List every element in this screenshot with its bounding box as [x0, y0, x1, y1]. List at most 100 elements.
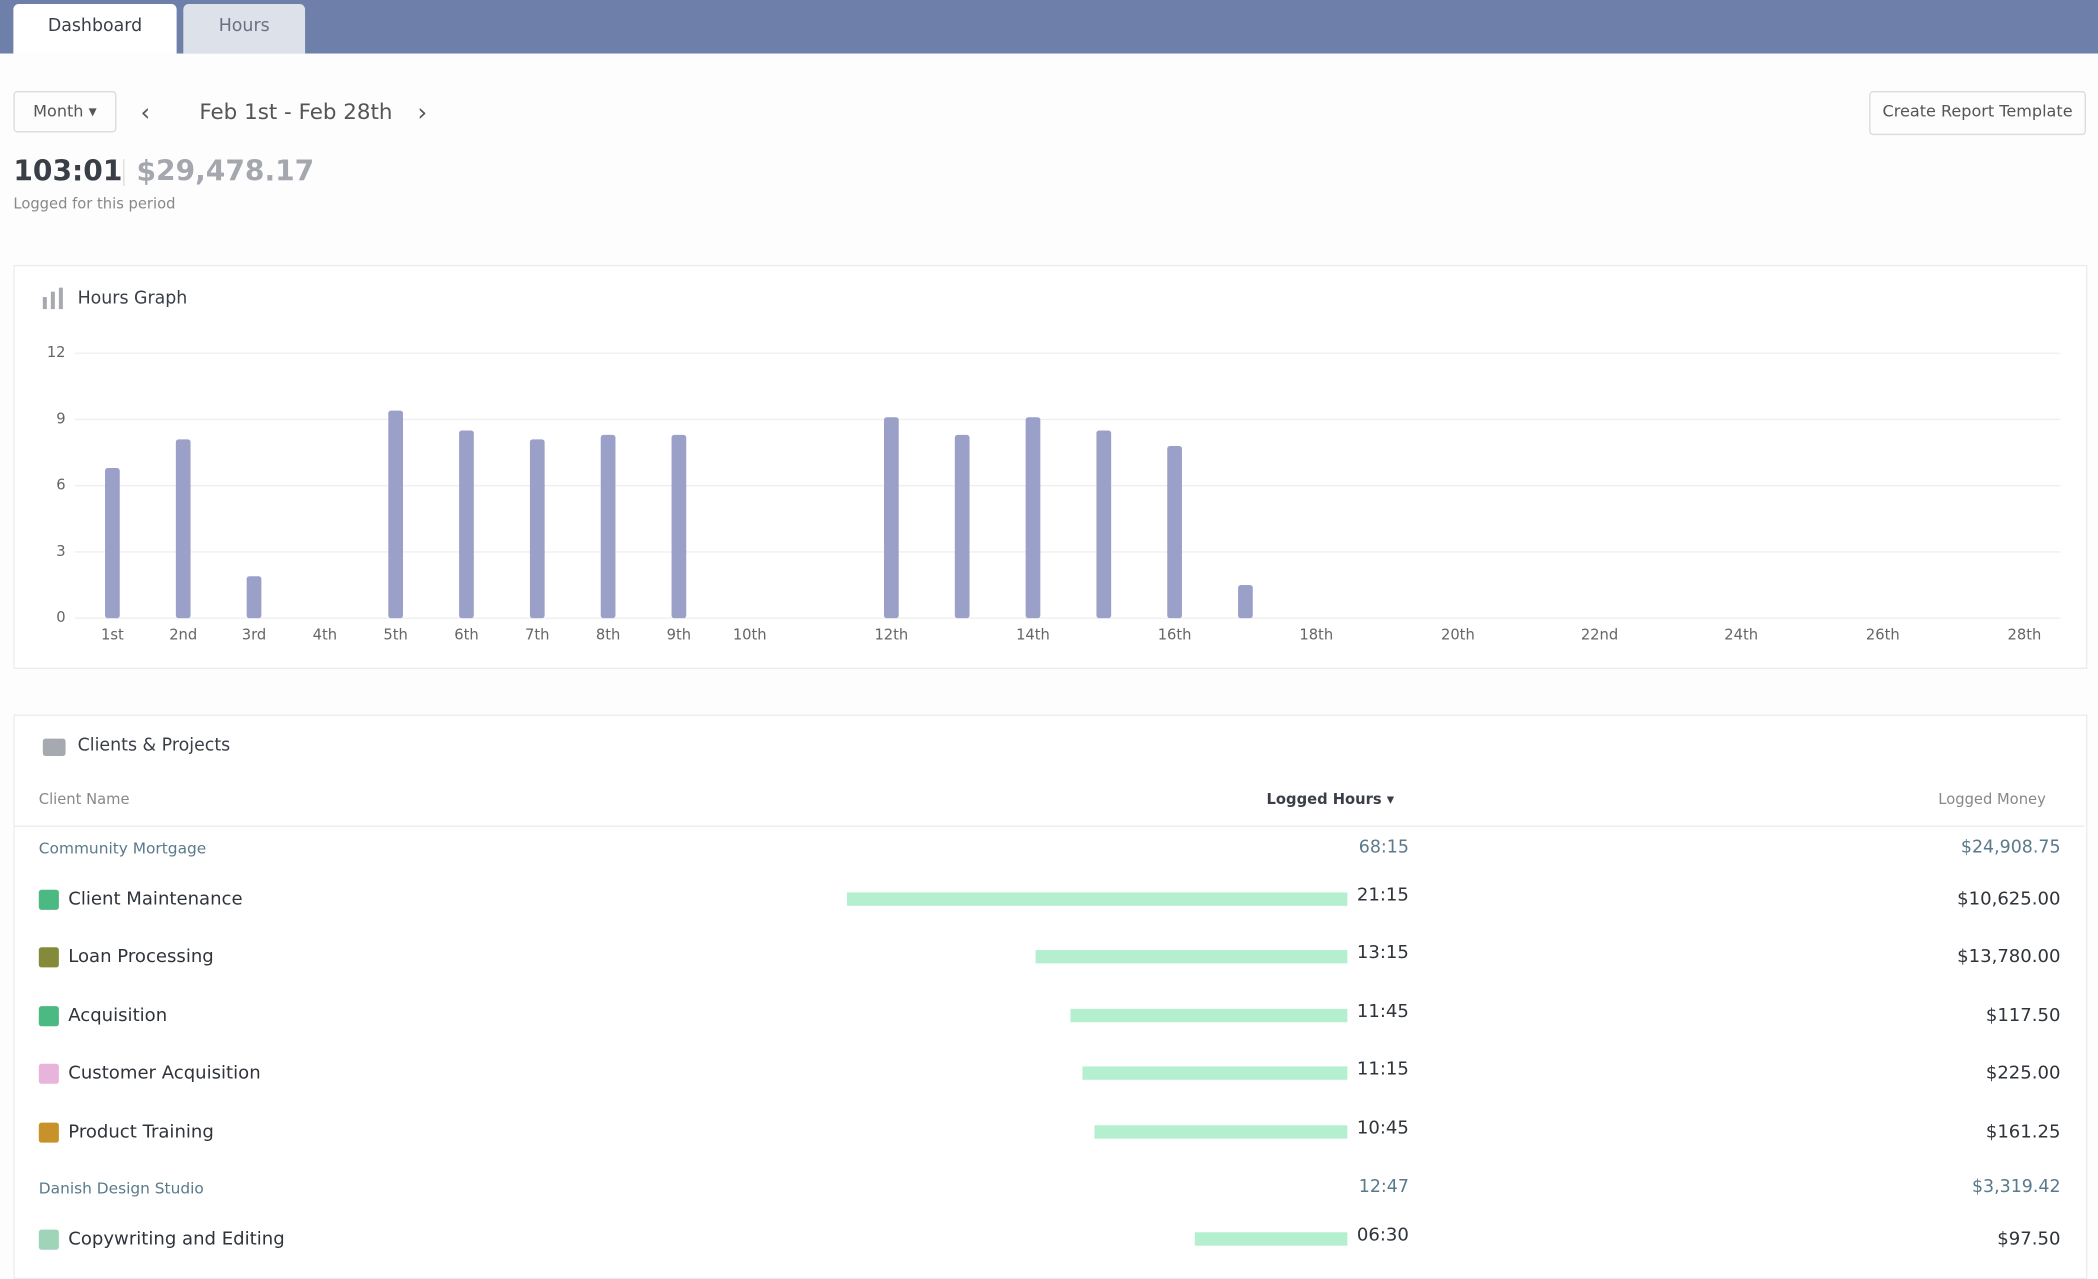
hours-bar [1070, 1008, 1348, 1022]
next-button[interactable]: › [417, 99, 428, 128]
x-tick-label: 4th [313, 627, 337, 644]
icon [42, 297, 47, 310]
project-hours: 11:45 [1356, 1000, 1409, 1022]
x-tick-label: 14th [1016, 627, 1050, 644]
column-header: Logged Money [1938, 790, 2046, 809]
x-tick-label: 24th [1724, 627, 1758, 644]
period-label: Month [33, 101, 84, 121]
bar [459, 430, 474, 619]
clients-panel [13, 714, 2088, 1279]
column-header-label: Logged Hours [1266, 790, 1382, 809]
client-hours: 12:47 [1358, 1177, 1409, 1198]
hours-bar [1082, 1066, 1348, 1081]
x-tick-label: 28th [2007, 627, 2041, 644]
y-tick-label: 3 [56, 543, 65, 560]
x-tick-label: 20th [1441, 627, 1475, 644]
client-money: $3,319.42 [1971, 1177, 2061, 1198]
hours-bar [846, 892, 1348, 906]
bar [883, 417, 899, 619]
bar [388, 410, 404, 619]
x-tick-label: 3rd [242, 627, 266, 644]
chart: Hours Graph 0 3 6 9 12 1st 2nd 3rd 4th 5th 6th 7th 8… [42, 287, 2061, 644]
tab[interactable]: Dashboard [13, 4, 177, 54]
project-name[interactable]: Customer Acquisition [68, 1062, 261, 1085]
section-title: Clients & Projects [77, 735, 231, 756]
project-color [38, 1063, 59, 1085]
icon [58, 287, 63, 310]
header-band [0, 0, 2098, 54]
y-tick-label: 0 [56, 609, 65, 626]
x-tick-label: 16th [1158, 627, 1192, 644]
period-dropdown[interactable]: Month ▾ [13, 90, 117, 133]
x-tick-label: 1st [101, 627, 124, 644]
project-money: $97.50 [1997, 1228, 2061, 1250]
column-header[interactable]: Logged Hours ▾ [1266, 790, 1395, 809]
column-header: Client Name [38, 790, 130, 809]
x-tick-label: 9th [667, 627, 691, 644]
date-range: Feb 1st - Feb 28th [199, 99, 393, 125]
y-tick-label: 9 [56, 410, 65, 427]
bar [246, 576, 262, 619]
bar [529, 439, 545, 619]
x-tick-label: 18th [1299, 627, 1333, 644]
client-money: $24,908.75 [1960, 837, 2061, 858]
summary-caption: Logged for this period [13, 195, 176, 213]
project-hours: 11:15 [1356, 1058, 1409, 1081]
project-money: $10,625.00 [1957, 888, 2061, 910]
project-color [38, 889, 59, 910]
project-hours: 06:30 [1356, 1224, 1409, 1246]
project-money: $225.00 [1985, 1062, 2061, 1085]
y-tick-label: 6 [56, 477, 65, 494]
bar [1167, 445, 1182, 619]
project-name[interactable]: Acquisition [68, 1004, 168, 1026]
bar [1238, 585, 1253, 619]
total-money: $29,478.17 [136, 155, 315, 188]
client-hours: 68:15 [1358, 837, 1409, 858]
project-color [38, 1229, 59, 1250]
tab[interactable]: Hours [183, 4, 306, 54]
total-hours: 103:01 [13, 155, 123, 188]
chart-title: Hours Graph [78, 288, 188, 308]
y-tick-label: 12 [47, 344, 66, 361]
x-tick-label: 22nd [1581, 627, 1618, 644]
x-tick-label: 26th [1866, 627, 1900, 644]
project-color [38, 1122, 59, 1143]
client-name[interactable]: Community Mortgage [38, 838, 207, 858]
x-tick-label: 2nd [169, 627, 197, 644]
hours-bar [1035, 950, 1348, 964]
hours-bar [1094, 1124, 1348, 1139]
bar [1096, 430, 1112, 619]
x-tick-label: 6th [454, 627, 478, 644]
project-name[interactable]: Loan Processing [68, 946, 214, 968]
project-money: $161.25 [1985, 1120, 2061, 1143]
project-money: $13,780.00 [1957, 946, 2061, 968]
bar [671, 434, 687, 619]
project-hours: 21:15 [1356, 884, 1409, 906]
bar [1025, 417, 1041, 619]
prev-button[interactable]: ‹ [140, 99, 151, 128]
project-color [38, 1005, 59, 1026]
project-color [38, 947, 59, 968]
x-tick-label: 10th [733, 627, 767, 644]
project-hours: 13:15 [1356, 942, 1409, 964]
hours-graph-panel [13, 264, 2088, 669]
project-name[interactable]: Copywriting and Editing [68, 1228, 285, 1250]
x-tick-label: 5th [383, 627, 407, 644]
hours-bar [1194, 1232, 1348, 1246]
x-tick-label: 8th [596, 627, 620, 644]
project-hours: 10:45 [1356, 1116, 1409, 1139]
client-name[interactable]: Danish Design Studio [38, 1178, 204, 1198]
x-tick-label: 12th [874, 627, 908, 644]
icon [42, 738, 66, 756]
create-report-button[interactable]: Create Report Template [1869, 90, 2086, 136]
project-name[interactable]: Product Training [68, 1120, 214, 1143]
project-money: $117.50 [1985, 1004, 2061, 1026]
icon [50, 291, 55, 310]
bar [954, 434, 970, 619]
project-name[interactable]: Client Maintenance [68, 888, 243, 910]
bar [600, 434, 616, 619]
divider [14, 825, 2085, 827]
bar [175, 439, 191, 619]
x-tick-label: 7th [525, 627, 549, 644]
